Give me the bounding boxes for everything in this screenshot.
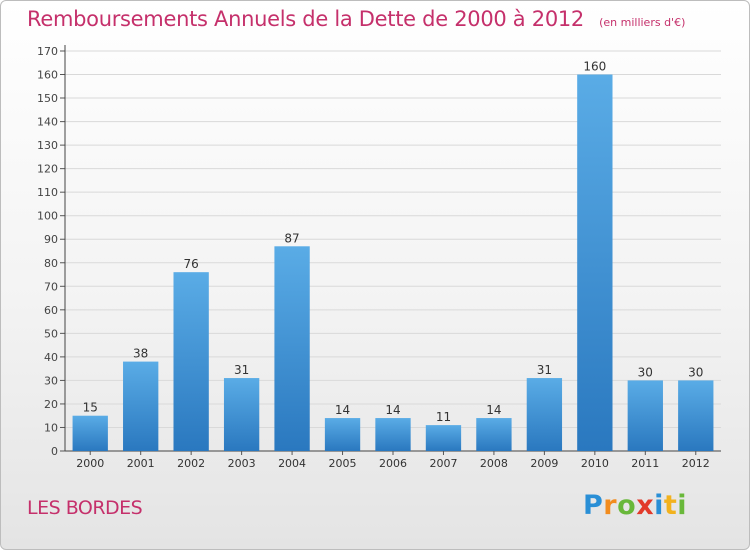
bar-2008	[476, 418, 512, 451]
y-tick-label: 10	[44, 421, 58, 434]
y-tick-label: 110	[37, 186, 58, 199]
data-label-2012: 30	[688, 365, 703, 379]
x-tick-label-2002: 2002	[177, 457, 205, 470]
x-tick-label-2010: 2010	[581, 457, 609, 470]
x-tick-label-2009: 2009	[530, 457, 558, 470]
y-tick-label: 160	[37, 69, 58, 82]
bar-2007	[425, 425, 462, 451]
bar-2012	[678, 380, 714, 451]
logo-letter: i	[677, 490, 688, 521]
y-tick-label: 130	[37, 139, 58, 152]
y-tick-label: 100	[37, 210, 58, 223]
y-tick-label: 90	[44, 233, 58, 246]
logo-letter: x	[636, 490, 655, 521]
gridlines	[65, 50, 721, 428]
x-tick-label-2012: 2012	[682, 457, 710, 470]
bar-2009	[526, 378, 563, 451]
y-tick-label: 20	[44, 398, 58, 411]
commune-name: LES BORDES	[27, 497, 143, 519]
data-label-2005: 14	[335, 403, 350, 417]
data-label-2004: 87	[284, 231, 299, 245]
y-tick-label: 120	[37, 163, 58, 176]
x-tick-label-2006: 2006	[379, 457, 407, 470]
x-tick-label-2001: 2001	[127, 457, 155, 470]
x-tick-label-2008: 2008	[480, 457, 508, 470]
bar-2003	[223, 378, 260, 451]
logo-letter: r	[603, 490, 618, 521]
x-tick-label-2003: 2003	[228, 457, 256, 470]
logo-letter: P	[583, 490, 604, 521]
chart-title: Remboursements Annuels de la Dette de 20…	[27, 7, 584, 31]
data-label-2002: 76	[184, 257, 199, 271]
chart-title-block: Remboursements Annuels de la Dette de 20…	[27, 7, 685, 31]
data-label-2003: 31	[234, 363, 249, 377]
proxiti-logo[interactable]: Proxiti	[583, 490, 687, 521]
y-tick-label: 80	[44, 257, 58, 270]
data-label-2001: 38	[133, 347, 148, 361]
data-label-2010: 160	[583, 60, 606, 74]
data-label-2011: 30	[638, 365, 653, 379]
logo-letter: t	[663, 490, 678, 521]
data-label-2006: 14	[385, 403, 400, 417]
x-tick-label-2007: 2007	[429, 457, 457, 470]
bar-2000	[72, 415, 108, 451]
y-tick-label: 170	[37, 45, 58, 58]
y-tick-label: 0	[51, 445, 58, 458]
data-label-2007: 11	[436, 410, 451, 424]
x-tick-label-2004: 2004	[278, 457, 306, 470]
y-tick-label: 50	[44, 327, 58, 340]
bar-2004	[274, 246, 310, 451]
data-labels: 15 38 76 31 87 14 14 11 14 31 160 30 30	[83, 60, 704, 425]
bar-2006	[375, 418, 411, 451]
x-tick-label-2005: 2005	[329, 457, 357, 470]
bar-2002	[173, 272, 209, 451]
bars	[72, 74, 714, 451]
y-tick-label: 140	[37, 116, 58, 129]
data-label-2000: 15	[83, 401, 98, 415]
x-tick-label-2011: 2011	[631, 457, 659, 470]
bar-2010	[577, 74, 613, 451]
logo-letter: o	[617, 490, 637, 521]
bar-2001	[123, 361, 159, 451]
bar-2005	[324, 418, 361, 451]
y-tick-label: 30	[44, 374, 58, 387]
data-label-2009: 31	[537, 363, 552, 377]
y-tick-label: 60	[44, 304, 58, 317]
y-tick-label: 150	[37, 92, 58, 105]
y-tick-label: 70	[44, 280, 58, 293]
y-tick-label: 40	[44, 351, 58, 364]
logo-letter: i	[654, 490, 664, 521]
chart-subtitle: (en milliers d'€)	[599, 16, 686, 29]
x-tick-label-2000: 2000	[76, 457, 104, 470]
data-label-2008: 14	[486, 403, 501, 417]
bar-2011	[627, 380, 663, 451]
